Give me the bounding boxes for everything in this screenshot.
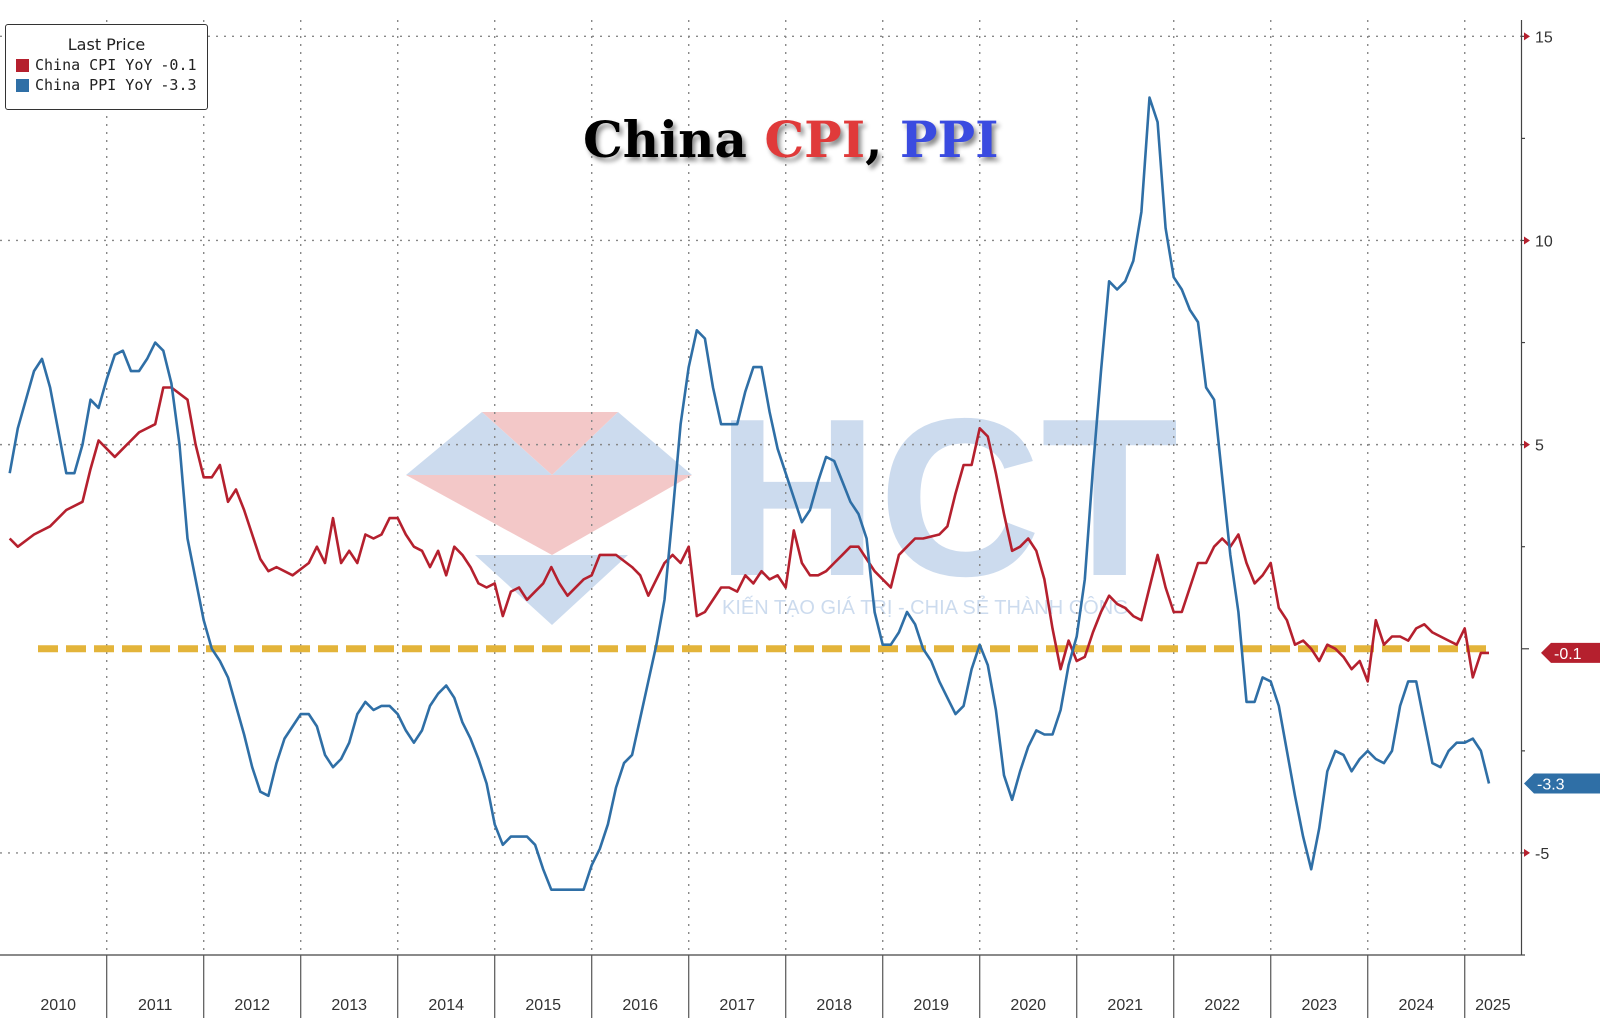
watermark-logo	[552, 475, 692, 555]
x-tick-label: 2015	[525, 997, 561, 1014]
watermark-logo	[406, 475, 552, 555]
legend-header: Last Price	[67, 35, 146, 54]
x-tick-label: 2016	[622, 997, 658, 1014]
x-axis-ticks: 2010 2011 2012 2013 2014 2015 2016 2017 2018 2019…	[40, 955, 1511, 1018]
legend-value-cpi: -0.1	[160, 56, 197, 74]
ppi-end-label-badge	[1524, 773, 1600, 794]
legend-label-ppi: China PPI YoY	[35, 76, 153, 94]
legend-value-ppi: -3.3	[160, 76, 197, 94]
watermark-logo	[552, 412, 692, 475]
y-tick-arrow	[1524, 236, 1530, 245]
legend-swatch-ppi	[16, 78, 29, 92]
end-labels: -0.1 -3.3	[1524, 642, 1600, 794]
x-tick-label: 2012	[234, 997, 270, 1014]
y-tick-label: -5	[1535, 846, 1549, 863]
x-tick-label: 2023	[1301, 997, 1337, 1014]
legend: Last Price China CPI YoY -0.1 China PPI …	[5, 24, 208, 110]
y-axis-ticks: 15 10 5 -5	[1524, 29, 1553, 863]
ppi-end-label: -3.3	[1537, 777, 1565, 794]
x-tick-label: 2020	[1010, 997, 1046, 1014]
ppi-line	[8, 96, 1491, 892]
cpi-line	[8, 386, 1489, 683]
y-tick-arrow	[1524, 848, 1530, 857]
watermark-tagline: KIẾN TẠO GIÁ TRỊ - CHIA SẺ THÀNH CÔNG	[722, 596, 1129, 619]
x-tick-label: 2014	[428, 997, 464, 1014]
cpi-end-label-badge	[1541, 642, 1600, 663]
legend-swatch-cpi	[16, 58, 29, 72]
title-comma: ,	[865, 110, 900, 169]
legend-item-cpi: China CPI YoY -0.1	[16, 56, 207, 74]
y-tick-arrow	[1524, 440, 1530, 449]
x-tick-label: 2018	[816, 997, 852, 1014]
x-tick-label: 2021	[1107, 997, 1143, 1014]
title-cpi: CPI	[764, 110, 866, 169]
x-tick-label: 2022	[1204, 997, 1240, 1014]
y-tick-label: 10	[1535, 233, 1553, 250]
series-group	[8, 96, 1491, 892]
grid	[0, 20, 1521, 955]
x-tick-label: 2025	[1475, 997, 1511, 1014]
x-tick-label: 2011	[138, 997, 173, 1014]
y-tick-arrow	[1524, 32, 1530, 41]
y-tick-label: 5	[1535, 438, 1544, 455]
watermark: HCT KIẾN TẠO GIÁ TRỊ - CHIA SẺ THÀNH CÔN…	[406, 371, 1178, 625]
cpi-end-label: -0.1	[1554, 646, 1582, 663]
legend-label-cpi: China CPI YoY	[35, 56, 153, 74]
x-tick-label: 2013	[331, 997, 367, 1014]
x-tick-label: 2017	[719, 997, 755, 1014]
watermark-logo	[482, 412, 618, 475]
title-china: China	[583, 110, 765, 169]
title-ppi: PPI	[899, 110, 999, 169]
watermark-logo	[475, 555, 628, 625]
x-tick-label: 2010	[40, 997, 76, 1014]
x-tick-label: 2019	[913, 997, 949, 1014]
watermark-logo	[406, 412, 552, 475]
x-tick-label: 2024	[1398, 997, 1434, 1014]
legend-item-ppi: China PPI YoY -3.3	[16, 76, 207, 94]
y-tick-label: 15	[1535, 29, 1553, 46]
chart-title: China CPI, PPI	[583, 110, 999, 169]
